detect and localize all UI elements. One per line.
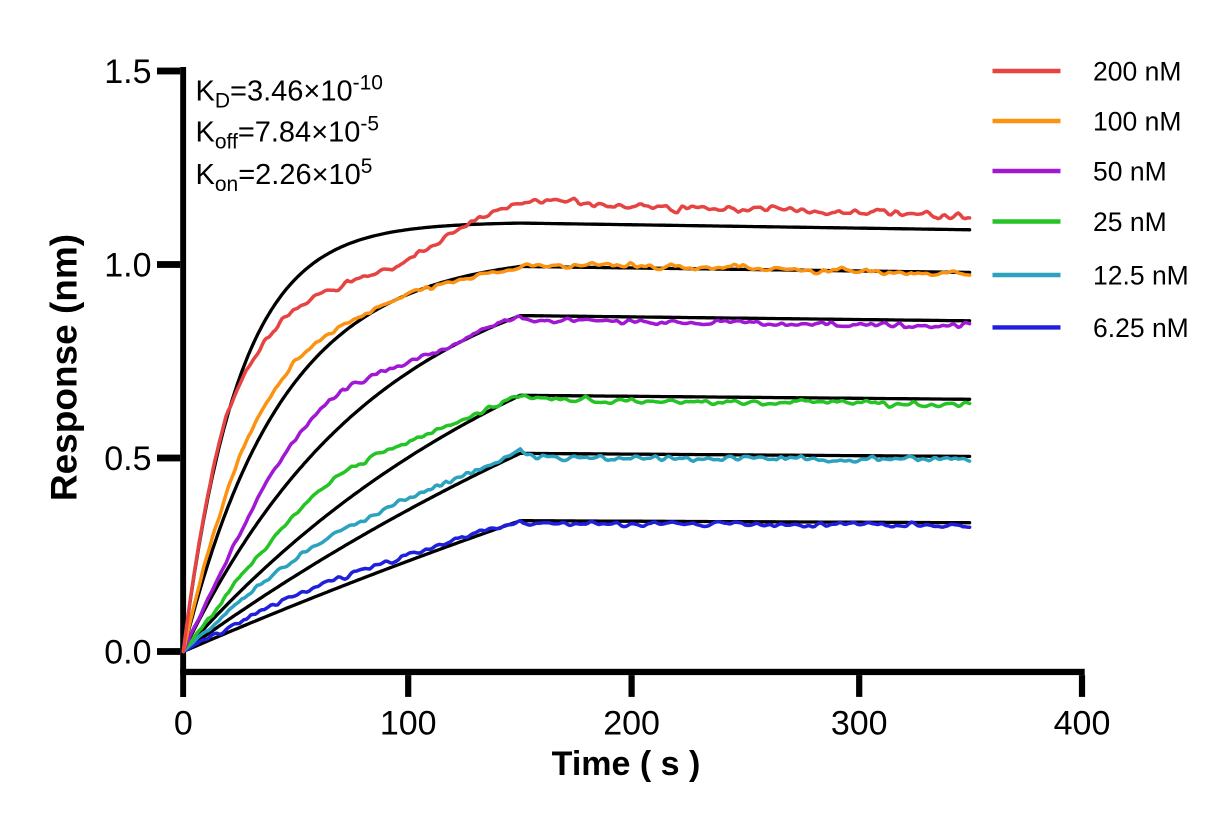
svg-text:12.5 nM: 12.5 nM — [1093, 261, 1189, 291]
svg-text:0.0: 0.0 — [104, 634, 151, 672]
svg-text:Time ( s ): Time ( s ) — [552, 745, 701, 783]
svg-text:1.0: 1.0 — [104, 247, 151, 285]
svg-text:KD=3.46×10-10: KD=3.46×10-10 — [196, 72, 383, 113]
svg-text:400: 400 — [1054, 705, 1111, 743]
svg-text:Response (nm): Response (nm) — [44, 234, 85, 501]
svg-text:100 nM: 100 nM — [1093, 107, 1181, 137]
svg-text:100: 100 — [380, 705, 437, 743]
svg-text:0.5: 0.5 — [104, 440, 151, 478]
svg-text:50 nM: 50 nM — [1093, 157, 1167, 187]
svg-text:200: 200 — [603, 705, 660, 743]
svg-text:25 nM: 25 nM — [1093, 207, 1167, 237]
svg-text:Koff=7.84×10-5: Koff=7.84×10-5 — [196, 113, 380, 154]
svg-text:6.25 nM: 6.25 nM — [1093, 313, 1189, 343]
svg-text:1.5: 1.5 — [104, 53, 151, 91]
svg-text:0: 0 — [174, 705, 193, 743]
svg-text:Kon=2.26×105: Kon=2.26×105 — [196, 155, 373, 196]
svg-text:300: 300 — [831, 705, 888, 743]
svg-text:200 nM: 200 nM — [1093, 57, 1181, 87]
